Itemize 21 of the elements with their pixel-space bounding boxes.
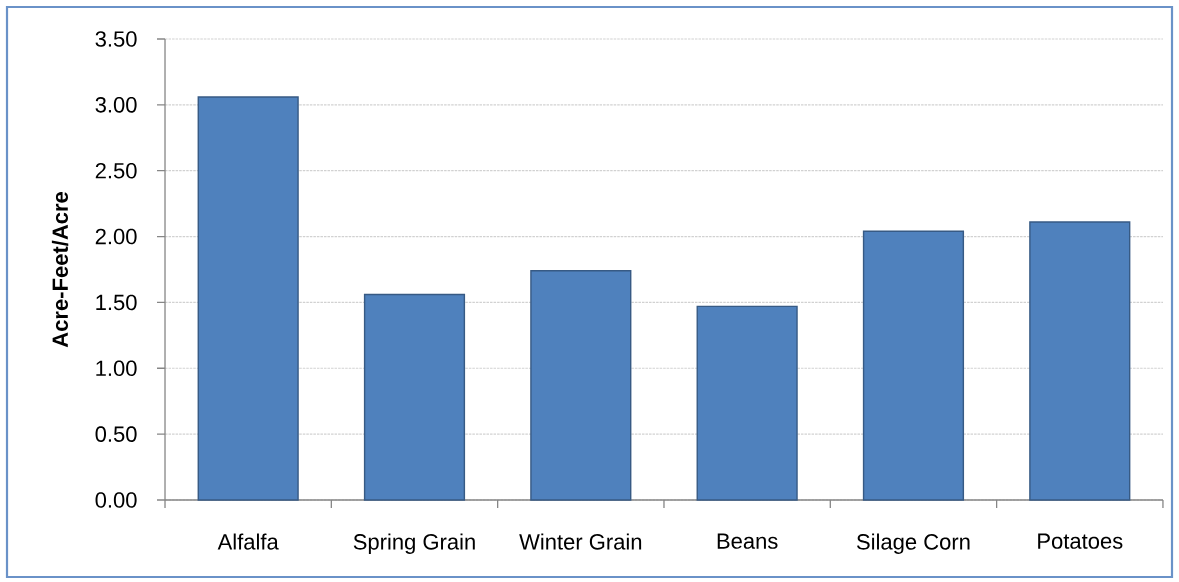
bar	[862, 230, 965, 501]
x-tick-label: Winter Grain	[519, 533, 642, 550]
bar	[197, 96, 299, 501]
bar	[363, 293, 466, 501]
x-tick-label: Beans	[717, 533, 778, 549]
x-tick-label: Silage Corn	[856, 533, 970, 555]
bar	[696, 305, 798, 501]
y-tick-label: 1.50	[96, 294, 137, 311]
x-tick-label: Potatoes	[1038, 533, 1123, 549]
y-tick-label: 0.50	[95, 426, 137, 442]
y-tick-label: 1.00	[96, 360, 137, 377]
y-tick-label: 0.00	[95, 492, 137, 508]
y-tick-label: 2.50	[95, 162, 137, 179]
y-tick-label: 3.00	[95, 97, 137, 113]
x-tick-label: Alfalfa	[217, 533, 279, 550]
bar	[530, 270, 632, 501]
bar	[1029, 221, 1131, 501]
x-tick-label: Spring Grain	[353, 533, 475, 555]
y-axis-title: Acre-Feet/Acre	[51, 192, 69, 348]
y-tick-label: 2.00	[95, 228, 137, 245]
y-tick-label: 3.50	[95, 31, 137, 47]
